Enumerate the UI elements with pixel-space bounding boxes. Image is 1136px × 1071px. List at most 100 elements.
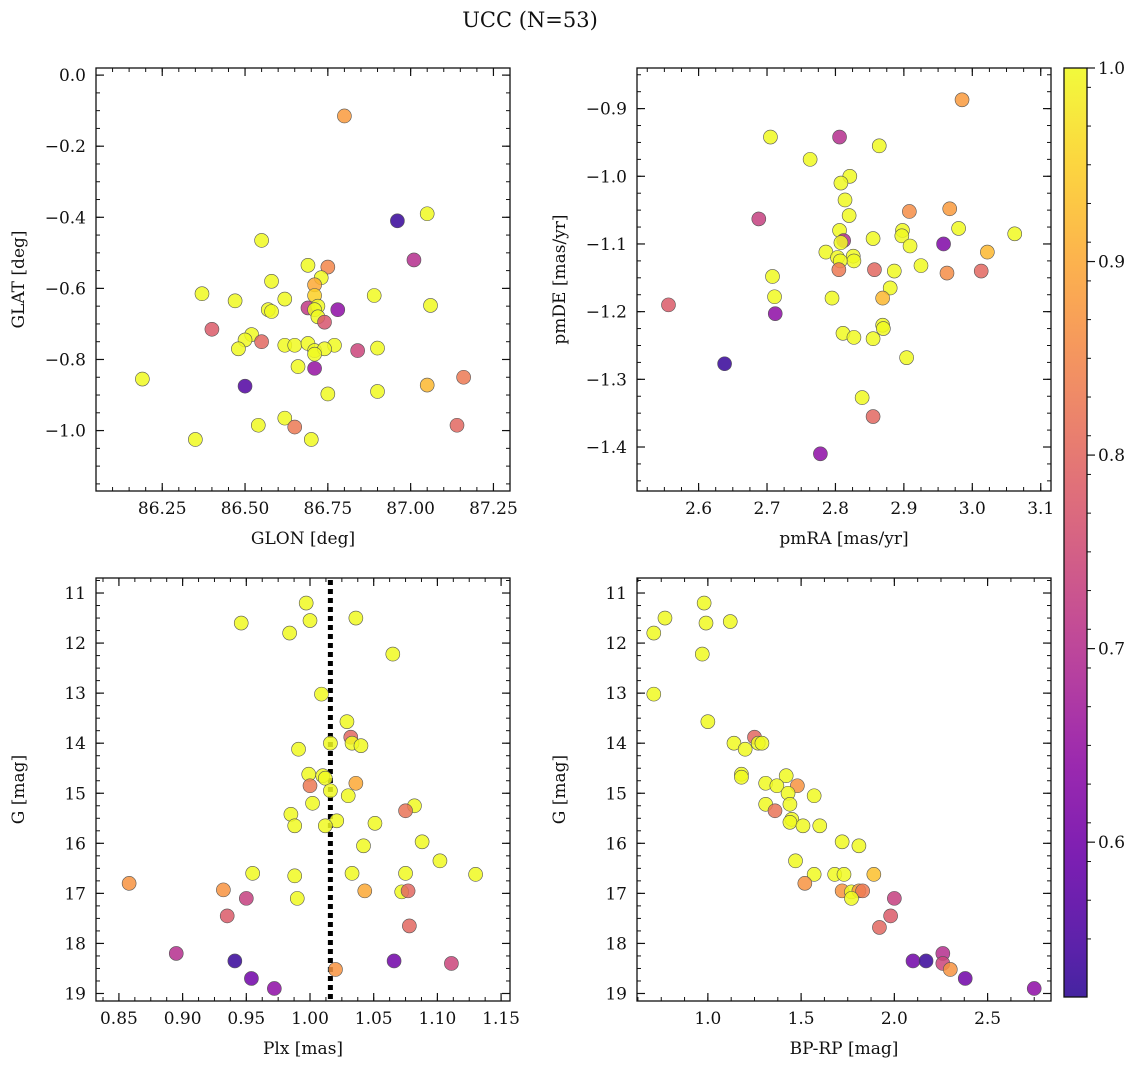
data-point — [902, 238, 918, 254]
data-point — [305, 795, 320, 811]
y-tick-label: −1.0 — [45, 422, 86, 442]
data-point — [957, 971, 973, 986]
data-point — [204, 321, 220, 337]
x-tick-label: 3.1 — [1027, 499, 1054, 519]
data-point — [954, 92, 970, 108]
data-point — [367, 815, 383, 831]
data-point — [231, 341, 246, 357]
data-point — [320, 259, 336, 275]
data-point — [317, 818, 333, 834]
data-point — [330, 302, 346, 318]
data-point — [905, 953, 921, 969]
minor-ticks — [96, 578, 510, 1001]
axes-frame — [636, 67, 1052, 492]
data-point — [918, 953, 934, 969]
data-point — [951, 221, 966, 236]
data-point — [694, 646, 710, 662]
data-point — [851, 838, 867, 854]
y-axis-label: G [mag] — [550, 755, 570, 824]
data-point — [237, 378, 253, 394]
y-tick-label: 19 — [64, 984, 86, 1004]
data-point — [902, 204, 917, 219]
data-point — [837, 192, 853, 208]
data-point — [973, 263, 989, 279]
y-tick-label: −1.1 — [586, 235, 627, 255]
data-point — [449, 417, 465, 433]
data-point — [846, 330, 862, 345]
data-point — [267, 981, 282, 996]
data-point — [402, 918, 417, 934]
scatter-panel-1: 86.25 86.50 86.75 87.00 87.25 0.0 −0.2 −0.4 −0.6… — [9, 66, 518, 549]
x-tick-label: 2.0 — [881, 1009, 908, 1029]
data-point — [357, 883, 373, 899]
data-point — [244, 971, 259, 986]
data-point — [1007, 226, 1023, 242]
data-point — [300, 257, 316, 273]
scatter-panel-2: 2.6 2.7 2.8 2.9 3.0 3.1 −0.9 −1.0 −1.1 −1.2 −1.3 −1… — [550, 67, 1054, 549]
data-point — [287, 419, 303, 435]
data-point — [390, 213, 405, 229]
y-tick-label: −0.6 — [45, 279, 86, 299]
data-point — [913, 258, 929, 273]
y-tick-label: 12 — [605, 634, 627, 654]
data-point — [802, 152, 818, 167]
data-point — [348, 775, 364, 791]
y-tick-label: −1.0 — [586, 167, 627, 187]
data-point — [769, 778, 785, 794]
colorbar-tick-label: 0.8 — [1098, 446, 1125, 466]
data-point — [806, 867, 822, 882]
y-tick-label: 17 — [605, 884, 627, 904]
x-tick-label: 87.25 — [469, 499, 518, 519]
scatter-panel-4: 1.0 1.5 2.0 2.5 11 12 13 14 15 16 17 18 19 BP-RP [mag… — [550, 577, 1052, 1059]
x-axis-label: BP-RP [mag] — [790, 1039, 899, 1059]
data-point — [813, 446, 828, 462]
data-point — [824, 290, 840, 306]
data-point — [696, 595, 712, 611]
data-point — [340, 788, 356, 804]
data-point — [698, 615, 714, 631]
x-tick-label: 1.00 — [291, 1009, 329, 1029]
y-tick-label: 18 — [64, 934, 86, 954]
colorbar-frame — [1063, 67, 1088, 998]
data-point — [194, 286, 210, 302]
data-point — [423, 298, 438, 313]
data-point — [661, 297, 676, 313]
figure-title: UCC (N=53) — [462, 8, 598, 32]
data-point — [882, 280, 898, 296]
y-tick-label: 12 — [64, 634, 86, 654]
data-point — [135, 371, 150, 387]
data-point — [865, 409, 881, 424]
colorbar-tick-label: 0.7 — [1098, 640, 1125, 660]
data-point — [939, 265, 955, 281]
data-point — [219, 908, 235, 924]
data-point — [788, 853, 803, 869]
y-tick-label: 14 — [605, 734, 627, 754]
y-tick-label: −0.9 — [586, 100, 627, 120]
data-point — [836, 867, 852, 882]
data-point — [767, 306, 783, 321]
data-point — [188, 432, 203, 447]
y-tick-label: 17 — [64, 884, 86, 904]
data-point — [400, 883, 416, 899]
data-point — [303, 432, 319, 447]
y-tick-label: −0.4 — [45, 208, 86, 228]
data-point — [812, 818, 828, 834]
data-point — [894, 228, 910, 244]
y-axis-label: G [mag] — [9, 755, 29, 824]
data-point — [348, 610, 364, 626]
data-point — [1026, 981, 1042, 996]
data-point — [646, 686, 662, 702]
colorbar-gradient — [1064, 68, 1087, 997]
data-point — [844, 891, 859, 906]
data-points — [661, 92, 1023, 462]
y-tick-label: 16 — [605, 834, 627, 854]
data-point — [942, 962, 958, 977]
data-point — [734, 769, 749, 785]
axes-frame — [95, 67, 511, 492]
data-point — [250, 417, 266, 433]
data-point — [754, 735, 770, 751]
y-tick-label: 14 — [64, 734, 86, 754]
data-point — [168, 946, 184, 961]
data-point — [875, 290, 890, 306]
data-point — [317, 314, 332, 330]
